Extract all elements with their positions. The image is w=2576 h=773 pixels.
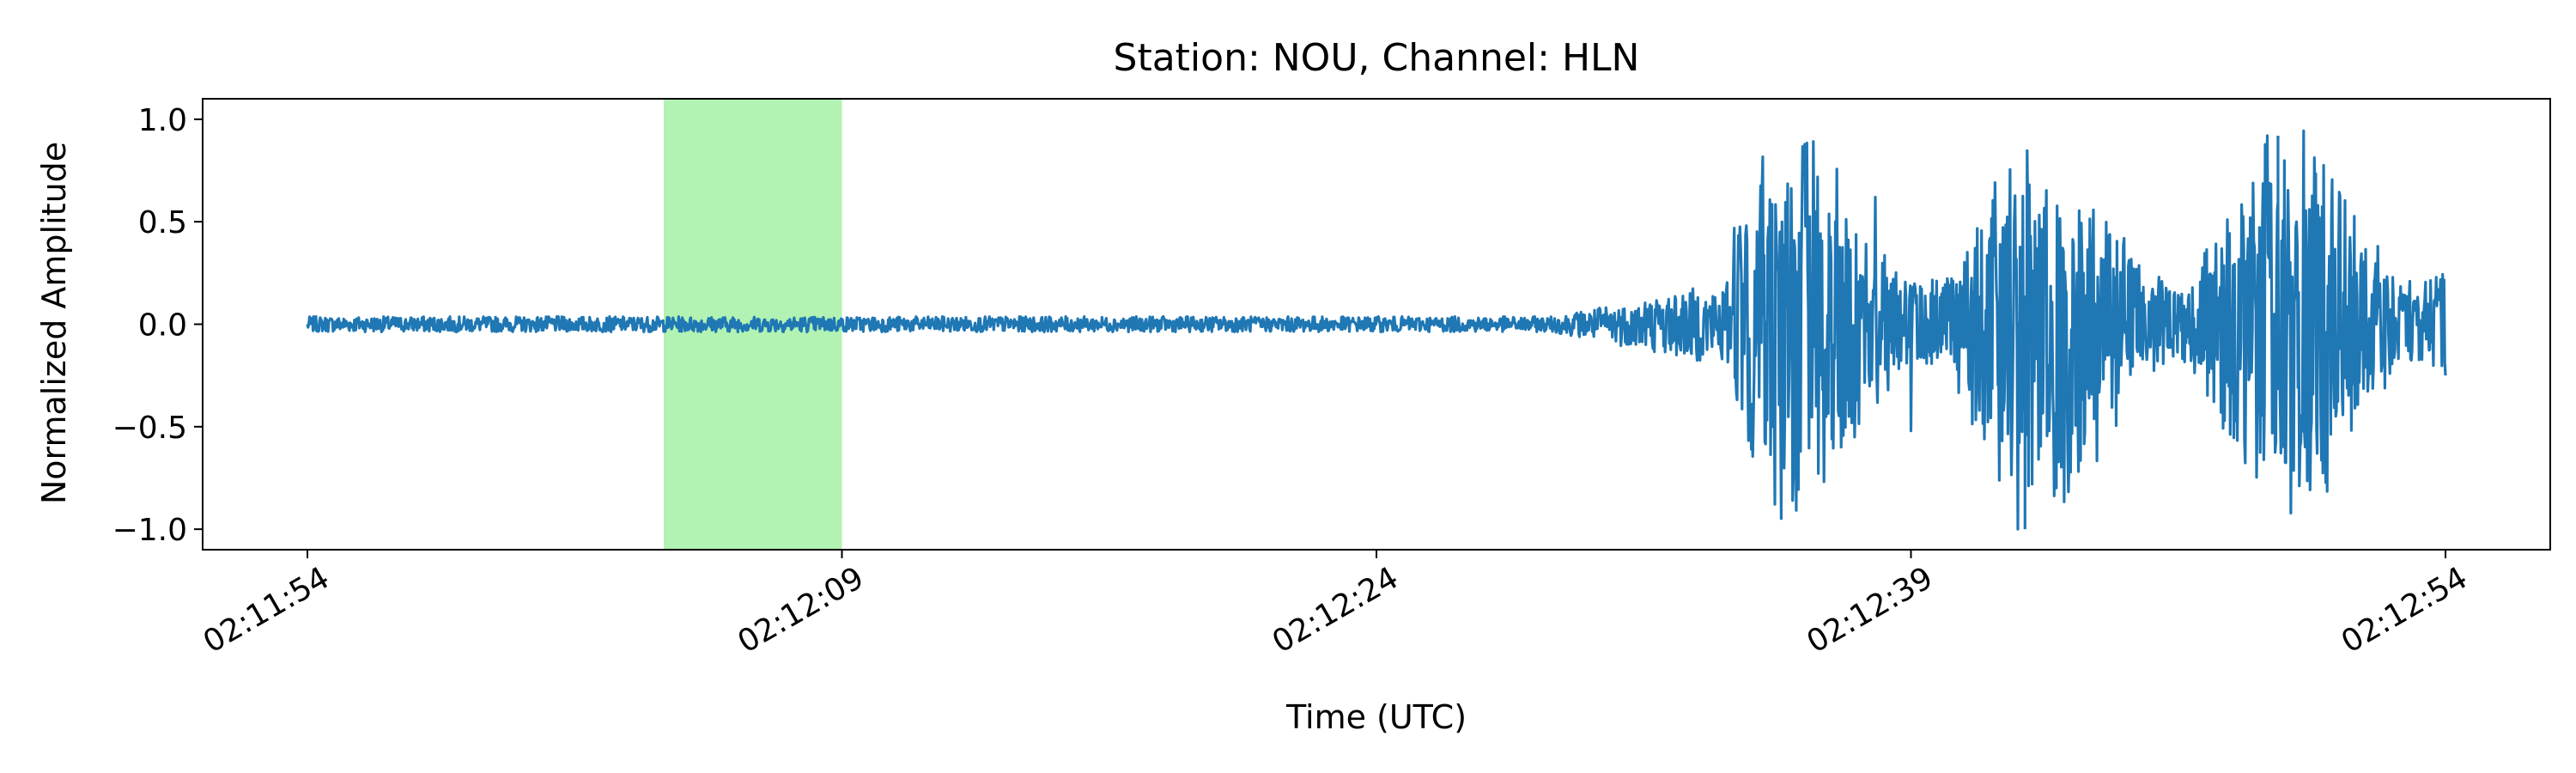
y-tick-label: 1.0	[138, 103, 187, 138]
x-axis-label: Time (UTC)	[1285, 698, 1467, 736]
y-tick-label: 0.5	[138, 205, 187, 240]
y-axis-label: Normalized Amplitude	[35, 142, 73, 504]
chart-title: Station: NOU, Channel: HLN	[1114, 36, 1640, 80]
y-tick-label: −0.5	[112, 411, 187, 446]
y-tick-label: −1.0	[112, 513, 187, 548]
y-tick-label: 0.0	[138, 308, 187, 344]
waveform-line	[306, 129, 2447, 531]
